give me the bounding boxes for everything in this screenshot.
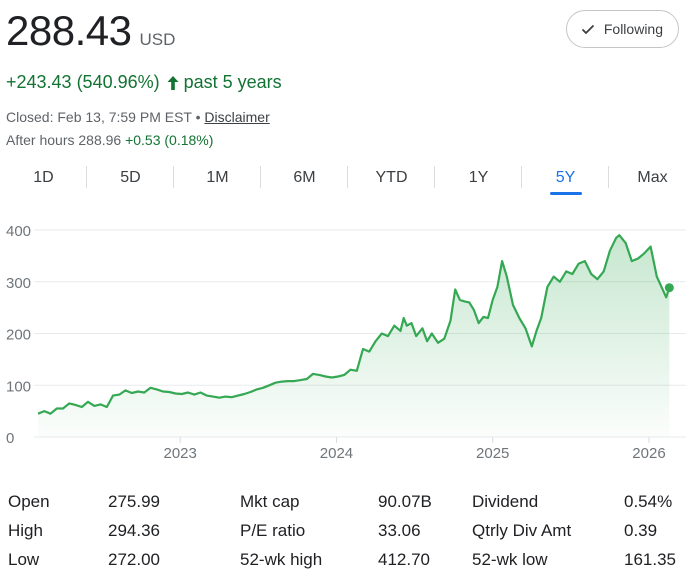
tab-divider — [173, 166, 174, 188]
tab-label: 1Y — [468, 169, 489, 186]
y-tick-label: 200 — [6, 327, 31, 344]
price-chart[interactable]: 0 100 200 300 400 2023 2024 2025 2026 — [0, 210, 696, 465]
tab-divider — [521, 166, 522, 188]
price-change-row: +243.43 (540.96%) past 5 years — [6, 72, 282, 93]
after-hours-info: After hours 288.96 +0.53 (0.18%) — [6, 132, 213, 148]
after-hours-price: After hours 288.96 — [6, 132, 122, 148]
closed-label: Closed: Feb 13, 7:59 PM EST — [6, 109, 192, 125]
following-button[interactable]: Following — [565, 10, 679, 48]
stat-label-pe-ratio: P/E ratio — [240, 521, 306, 540]
tab-label: 5Y — [555, 169, 576, 186]
tab-5y[interactable]: 5Y — [522, 160, 609, 196]
price-area — [38, 235, 670, 437]
tab-max[interactable]: Max — [609, 160, 696, 196]
tab-1d[interactable]: 1D — [0, 160, 87, 196]
y-tick-label: 100 — [6, 378, 31, 395]
stat-label-mkt-cap: Mkt cap — [240, 492, 300, 511]
stat-label-low: Low — [8, 550, 40, 569]
stat-value-pe-ratio: 33.06 — [378, 521, 421, 540]
stat-value-low: 272.00 — [108, 550, 160, 569]
tab-divider — [86, 166, 87, 188]
tab-6m[interactable]: 6M — [261, 160, 348, 196]
after-hours-change: +0.53 (0.18%) — [125, 132, 214, 148]
closed-info: Closed: Feb 13, 7:59 PM EST • Disclaimer — [6, 109, 270, 125]
stat-label-52wk-high: 52-wk high — [240, 550, 323, 569]
stat-label-52wk-low: 52-wk low — [472, 550, 548, 569]
tab-1y[interactable]: 1Y — [435, 160, 522, 196]
stat-label-qtrly-div: Qtrly Div Amt — [472, 521, 572, 540]
tab-label: YTD — [375, 169, 408, 186]
x-tick-label: 2023 — [164, 445, 197, 462]
y-tick-label: 300 — [6, 275, 31, 292]
tab-label: 1M — [206, 169, 229, 186]
stat-value-qtrly-div: 0.39 — [624, 521, 658, 540]
tab-divider — [434, 166, 435, 188]
following-label: Following — [603, 21, 663, 37]
price-line — [37, 234, 671, 415]
active-tab-indicator — [549, 192, 582, 195]
tab-1m[interactable]: 1M — [174, 160, 261, 196]
tab-label: 5D — [120, 169, 141, 186]
current-price: 288.43 — [6, 7, 132, 54]
x-tick-label: 2024 — [320, 445, 353, 462]
price-chart-svg: 0 100 200 300 400 2023 2024 2025 2026 — [6, 223, 686, 462]
currency-code: USD — [139, 30, 176, 49]
stat-value-open: 275.99 — [108, 492, 160, 511]
separator-dot: • — [191, 109, 205, 125]
y-tick-label: 400 — [6, 223, 31, 240]
stat-label-high: High — [8, 521, 43, 540]
stats-table: Open 275.99 Mkt cap 90.07B Dividend 0.54… — [0, 488, 696, 575]
stat-value-52wk-low: 161.35 — [624, 550, 676, 569]
price-change: +243.43 (540.96%) — [6, 72, 160, 92]
range-tabs: 1D 5D 1M 6M YTD 1Y 5Y Max — [0, 160, 696, 196]
tab-label: Max — [637, 169, 668, 186]
change-period: past 5 years — [183, 72, 282, 92]
stats-row: Low 272.00 52-wk high 412.70 52-wk low 1… — [0, 546, 696, 575]
arrow-up-icon — [166, 75, 180, 91]
price-header: 288.43 USD — [6, 10, 175, 52]
check-icon — [580, 21, 596, 37]
stat-label-open: Open — [8, 492, 50, 511]
disclaimer-link[interactable]: Disclaimer — [204, 109, 270, 125]
tab-divider — [260, 166, 261, 188]
last-price-point — [664, 283, 674, 293]
stat-value-dividend: 0.54% — [624, 492, 673, 511]
tab-label: 1D — [33, 169, 54, 186]
x-tick-label: 2026 — [632, 445, 665, 462]
stats-row: Open 275.99 Mkt cap 90.07B Dividend 0.54… — [0, 488, 696, 517]
x-tick-label: 2025 — [476, 445, 509, 462]
tab-ytd[interactable]: YTD — [348, 160, 435, 196]
tab-5d[interactable]: 5D — [87, 160, 174, 196]
stat-label-dividend: Dividend — [472, 492, 539, 511]
stats-row: High 294.36 P/E ratio 33.06 Qtrly Div Am… — [0, 517, 696, 546]
tab-divider — [608, 166, 609, 188]
tab-label: 6M — [293, 169, 316, 186]
stat-value-52wk-high: 412.70 — [378, 550, 430, 569]
stat-value-high: 294.36 — [108, 521, 160, 540]
tab-divider — [347, 166, 348, 188]
y-tick-label: 0 — [6, 430, 14, 447]
stat-value-mkt-cap: 90.07B — [378, 492, 432, 511]
